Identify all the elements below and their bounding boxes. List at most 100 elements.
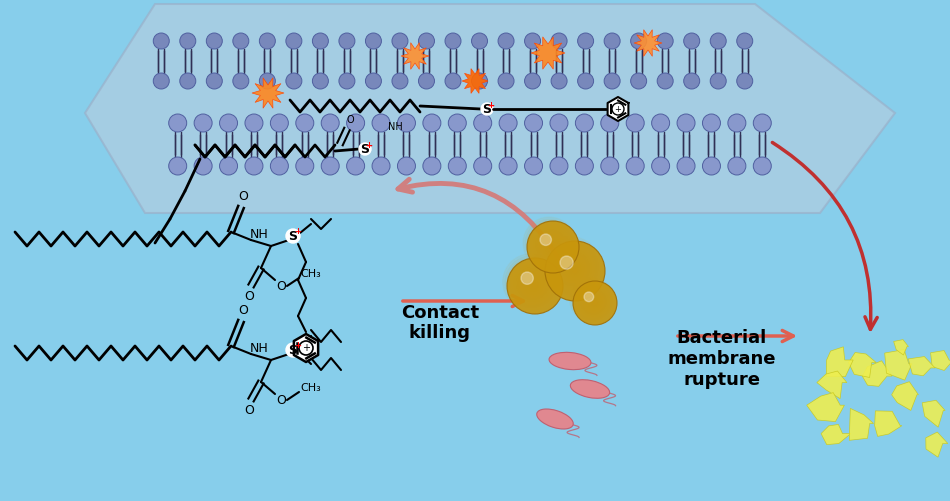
Circle shape xyxy=(481,103,493,115)
Circle shape xyxy=(570,267,579,275)
Circle shape xyxy=(549,242,556,250)
Circle shape xyxy=(544,239,559,253)
Circle shape xyxy=(652,157,670,175)
Circle shape xyxy=(524,114,542,132)
Circle shape xyxy=(474,157,492,175)
Polygon shape xyxy=(252,78,284,108)
Circle shape xyxy=(547,241,558,252)
Circle shape xyxy=(498,73,514,89)
Polygon shape xyxy=(294,334,318,362)
Text: +: + xyxy=(487,101,494,110)
Ellipse shape xyxy=(537,409,573,429)
Circle shape xyxy=(550,157,568,175)
Circle shape xyxy=(206,73,222,89)
Circle shape xyxy=(529,223,571,265)
Circle shape xyxy=(626,157,644,175)
Text: O: O xyxy=(244,403,254,416)
Text: +: + xyxy=(487,101,495,110)
Circle shape xyxy=(509,260,554,305)
Circle shape xyxy=(359,143,371,155)
Circle shape xyxy=(576,114,594,132)
Circle shape xyxy=(445,33,461,49)
Circle shape xyxy=(576,157,594,175)
Circle shape xyxy=(527,221,572,266)
Circle shape xyxy=(295,114,314,132)
Polygon shape xyxy=(826,347,853,377)
Circle shape xyxy=(593,301,597,305)
Circle shape xyxy=(524,33,541,49)
Polygon shape xyxy=(875,411,902,436)
Circle shape xyxy=(423,157,441,175)
Text: O: O xyxy=(238,304,248,317)
Circle shape xyxy=(153,33,169,49)
Circle shape xyxy=(521,272,533,285)
Circle shape xyxy=(392,73,408,89)
Circle shape xyxy=(539,233,563,258)
Circle shape xyxy=(366,33,382,49)
Circle shape xyxy=(604,73,620,89)
Polygon shape xyxy=(848,353,876,377)
Text: +: + xyxy=(294,341,301,350)
Polygon shape xyxy=(849,408,873,440)
Circle shape xyxy=(563,260,583,280)
Circle shape xyxy=(737,33,752,49)
Circle shape xyxy=(445,73,461,89)
Circle shape xyxy=(677,114,695,132)
Circle shape xyxy=(533,284,537,288)
Text: Contact
killing: Contact killing xyxy=(401,304,479,342)
Text: Bacterial
membrane
rupture: Bacterial membrane rupture xyxy=(668,329,776,389)
Circle shape xyxy=(626,114,644,132)
Circle shape xyxy=(153,73,169,89)
Circle shape xyxy=(554,250,590,286)
Circle shape xyxy=(580,288,606,315)
Circle shape xyxy=(677,157,695,175)
Circle shape xyxy=(526,277,542,293)
Circle shape xyxy=(169,114,187,132)
Circle shape xyxy=(511,263,553,304)
Text: CH₃: CH₃ xyxy=(300,269,321,279)
Circle shape xyxy=(584,292,594,302)
Circle shape xyxy=(542,237,560,255)
Ellipse shape xyxy=(570,380,610,398)
Polygon shape xyxy=(401,43,429,69)
Circle shape xyxy=(541,235,562,256)
Circle shape xyxy=(550,114,568,132)
Text: +: + xyxy=(294,227,301,236)
Polygon shape xyxy=(634,30,662,56)
Polygon shape xyxy=(807,393,845,421)
Polygon shape xyxy=(85,4,895,213)
Circle shape xyxy=(573,269,577,273)
Text: +: + xyxy=(365,141,372,150)
Polygon shape xyxy=(608,97,628,121)
Circle shape xyxy=(219,114,238,132)
Circle shape xyxy=(505,256,558,308)
Circle shape xyxy=(286,343,300,357)
Circle shape xyxy=(516,267,549,300)
Circle shape xyxy=(180,33,196,49)
Polygon shape xyxy=(894,340,908,355)
Polygon shape xyxy=(926,432,948,457)
Circle shape xyxy=(259,33,276,49)
Circle shape xyxy=(575,283,610,318)
Circle shape xyxy=(372,114,390,132)
Circle shape xyxy=(245,114,263,132)
Circle shape xyxy=(711,73,726,89)
Circle shape xyxy=(600,157,618,175)
Circle shape xyxy=(339,73,355,89)
Circle shape xyxy=(194,157,212,175)
Circle shape xyxy=(753,157,771,175)
Circle shape xyxy=(372,157,390,175)
Circle shape xyxy=(557,253,589,285)
Circle shape xyxy=(531,225,569,263)
Circle shape xyxy=(471,33,487,49)
Circle shape xyxy=(571,280,613,321)
Circle shape xyxy=(286,229,300,243)
Circle shape xyxy=(552,248,592,288)
Circle shape xyxy=(347,157,365,175)
Text: S: S xyxy=(360,142,370,155)
Circle shape xyxy=(728,114,746,132)
Circle shape xyxy=(259,73,276,89)
Circle shape xyxy=(524,275,543,294)
Circle shape xyxy=(180,73,196,89)
Circle shape xyxy=(194,114,212,132)
